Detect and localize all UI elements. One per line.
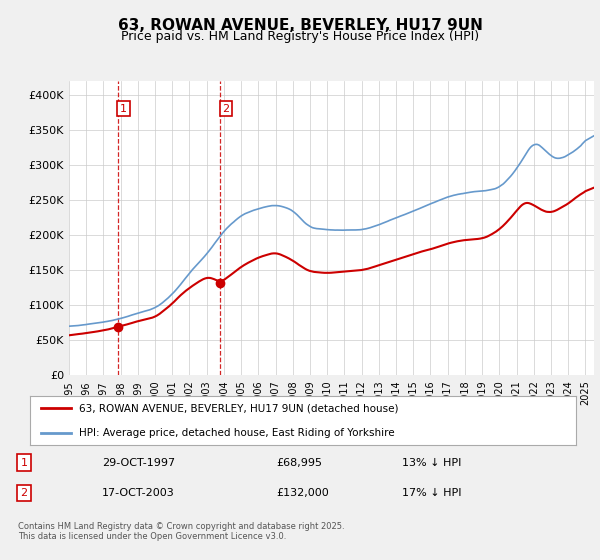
Text: 2: 2: [223, 104, 230, 114]
Text: HPI: Average price, detached house, East Riding of Yorkshire: HPI: Average price, detached house, East…: [79, 428, 395, 438]
Text: 63, ROWAN AVENUE, BEVERLEY, HU17 9UN (detached house): 63, ROWAN AVENUE, BEVERLEY, HU17 9UN (de…: [79, 403, 398, 413]
Text: 17-OCT-2003: 17-OCT-2003: [102, 488, 175, 498]
Text: Contains HM Land Registry data © Crown copyright and database right 2025.
This d: Contains HM Land Registry data © Crown c…: [18, 522, 344, 542]
Text: 63, ROWAN AVENUE, BEVERLEY, HU17 9UN: 63, ROWAN AVENUE, BEVERLEY, HU17 9UN: [118, 18, 482, 33]
Text: 2: 2: [20, 488, 28, 498]
Text: £68,995: £68,995: [276, 458, 322, 468]
Text: 13% ↓ HPI: 13% ↓ HPI: [402, 458, 461, 468]
Text: £132,000: £132,000: [276, 488, 329, 498]
Text: 1: 1: [120, 104, 127, 114]
Text: 17% ↓ HPI: 17% ↓ HPI: [402, 488, 461, 498]
Text: 1: 1: [20, 458, 28, 468]
Text: Price paid vs. HM Land Registry's House Price Index (HPI): Price paid vs. HM Land Registry's House …: [121, 30, 479, 43]
Text: 29-OCT-1997: 29-OCT-1997: [102, 458, 175, 468]
